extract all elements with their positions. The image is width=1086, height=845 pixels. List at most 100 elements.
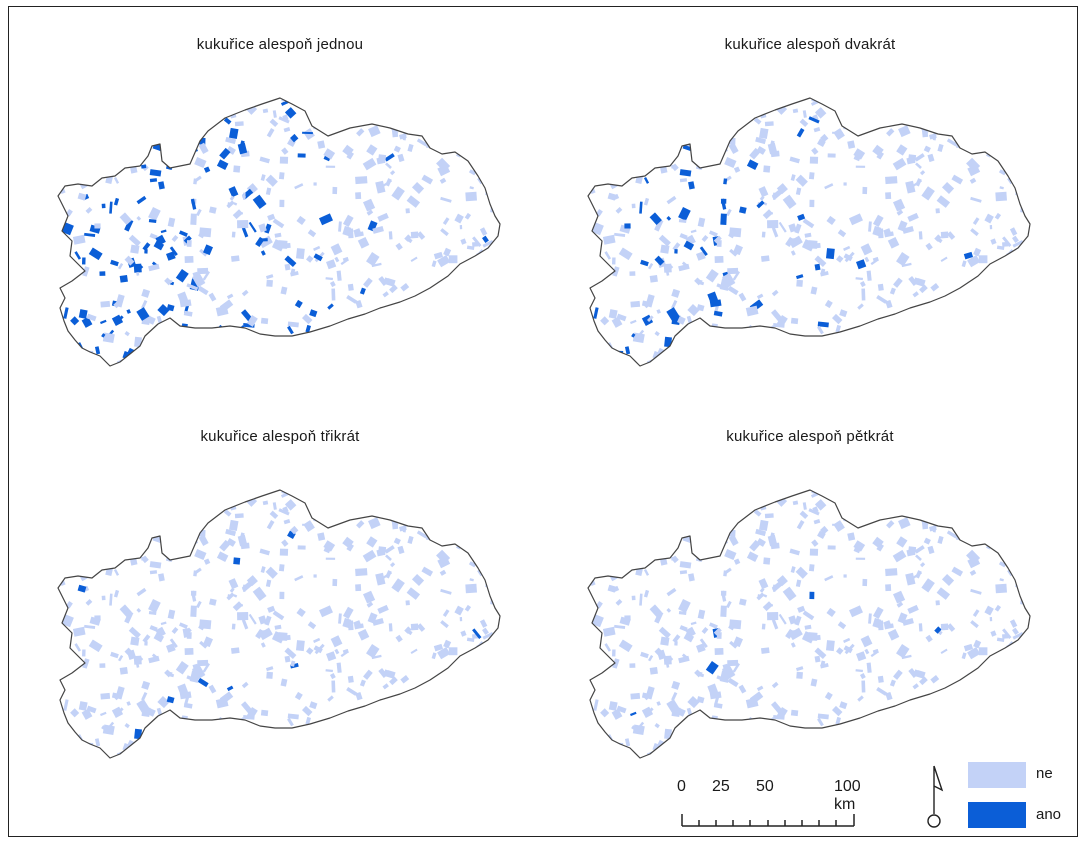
field-ne [134,336,142,348]
field-ne [885,299,893,309]
field-ne [307,621,317,630]
field-ne [833,128,845,140]
field-ne [421,566,434,577]
field-ne [362,157,377,171]
field-ne [432,705,439,712]
field-ne [788,615,797,625]
field-ne [638,125,649,136]
field-ano [233,557,241,565]
field-ne [701,521,710,531]
field-ne [915,570,922,579]
field-ne [73,541,84,552]
field-ne [788,630,798,634]
field-ne [663,126,677,141]
field-ne [855,557,866,560]
field-ne [707,516,719,526]
field-ne [592,132,600,141]
field-ne [436,549,451,564]
field-ne [820,133,829,143]
field-ne [448,670,455,676]
field-ne [683,632,695,643]
field-ne [1012,235,1019,243]
field-ne [664,728,672,740]
field-ne [988,141,997,153]
field-ne [732,270,740,281]
field-ne [149,233,158,240]
field-ne [194,157,207,169]
field-ne [756,592,765,601]
field-ne [228,578,239,590]
field-ne [124,255,135,266]
field-ne [640,651,649,659]
field-ne [459,616,463,622]
field-ne [976,499,985,507]
field-ne [967,255,981,268]
region-map-3 [57,489,501,759]
field-ne [861,680,866,693]
field-ne [894,339,900,345]
field-ne [690,229,697,234]
field-ne [751,361,766,366]
field-ne [338,508,349,517]
field-ne [482,239,494,248]
field-ne [767,142,778,155]
field-ne [235,211,244,216]
field-ne [1010,490,1020,501]
field-ne [616,705,627,714]
field-ne [716,675,729,683]
field-ne [862,186,868,195]
field-ano [625,121,636,132]
field-ne [442,609,450,617]
field-ne [696,696,705,704]
field-ne [898,125,911,138]
field-ne [656,116,670,126]
field-ne [972,217,980,225]
field-ne [309,701,318,710]
field-ne [933,499,940,507]
field-ano [934,626,942,634]
field-ne [382,291,389,298]
field-ne [656,508,670,518]
field-ne [1008,283,1016,290]
field-ne [678,598,691,613]
field-ano [134,728,142,740]
field-ne [225,136,237,145]
field-ne [790,566,796,573]
field-ne [778,613,787,625]
panel-title: kukuřice alespoň jednou [196,36,364,53]
field-ne [378,276,388,287]
field-ne [171,140,181,150]
field-ne [728,746,741,756]
field-ne [470,116,480,126]
field-ne [716,283,729,291]
field-ne [265,274,274,280]
field-ne [86,705,97,714]
field-ne [202,270,210,281]
field-ne [724,549,737,561]
field-ne [843,120,855,131]
field-ano [169,246,178,256]
field-ne [954,736,964,745]
field-ne [885,584,892,592]
field-ne [383,669,392,677]
field-ne [611,316,623,328]
field-ne [85,753,91,758]
field-ne [495,288,500,299]
field-ne [960,757,968,758]
field-ne [293,344,305,354]
field-ne [643,569,650,576]
field-ne [991,728,1002,739]
field-ne [197,285,209,296]
field-ne [1022,288,1028,301]
field-ne [1002,129,1010,137]
field-ano [99,154,110,161]
field-ne [893,277,903,288]
field-ne [795,579,802,588]
field-ne [690,740,704,754]
field-ne [78,105,87,114]
field-ne [394,336,404,349]
field-ano [797,213,806,221]
field-ne [789,735,802,749]
field-ne [378,668,388,679]
field-ne [663,518,677,533]
